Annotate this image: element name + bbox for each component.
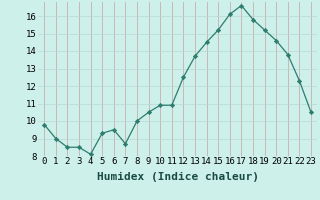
X-axis label: Humidex (Indice chaleur): Humidex (Indice chaleur): [97, 172, 259, 182]
